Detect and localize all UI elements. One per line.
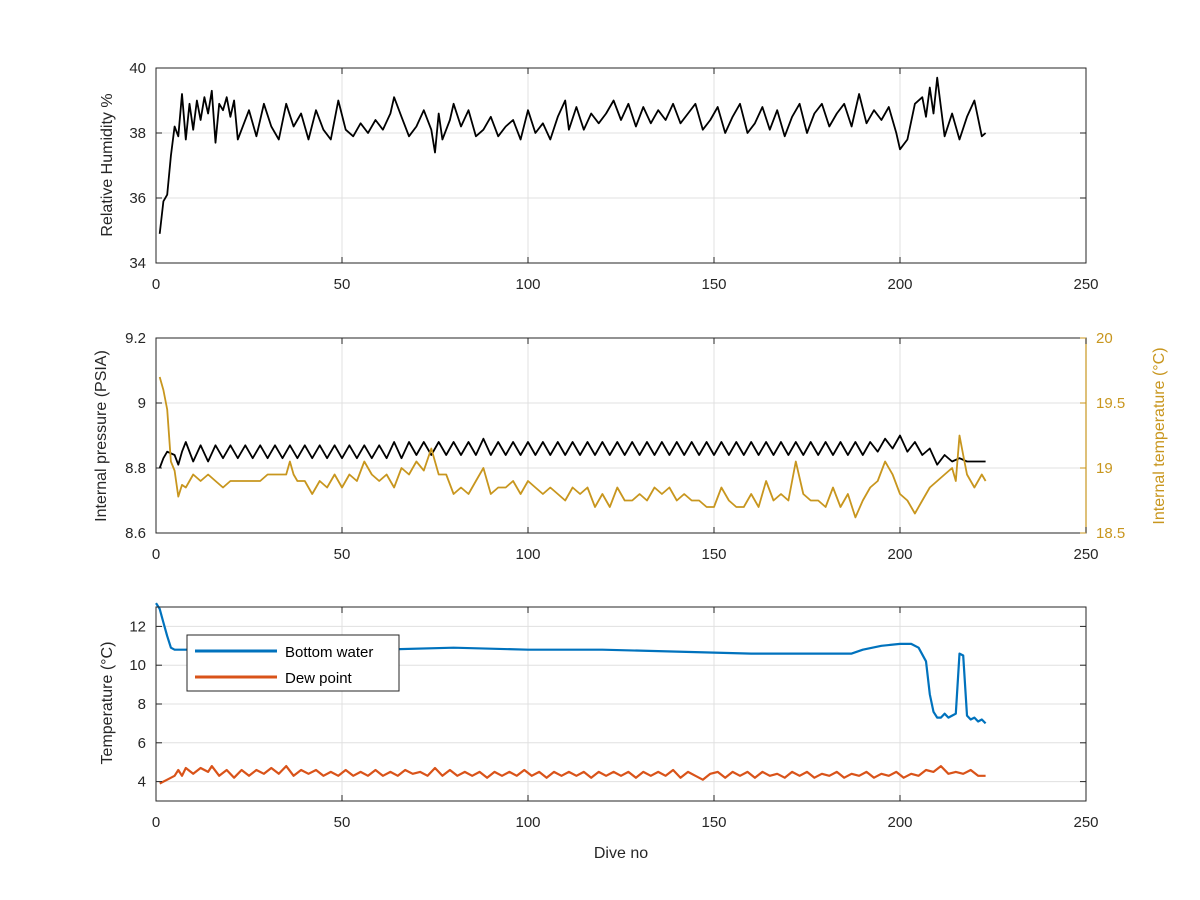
temperature-ytick-label: 4 [138,774,146,791]
temperature-ylabel: Temperature (°C) [99,642,116,765]
pressure-xtick-label: 150 [701,546,726,563]
humidity-plot-area [156,68,1086,263]
legend-box [186,634,400,692]
legend-label-bottom-water: Bottom water [285,644,373,661]
pressure-y2tick-label: 20 [1096,330,1113,347]
pressure-xtick-label: 250 [1073,546,1098,563]
humidity-xtick-label: 100 [515,276,540,293]
temperature-y2label: Internal temperature (°C) [1151,347,1168,524]
humidity-xtick-label: 50 [334,276,351,293]
pressure-xtick-label: 100 [515,546,540,563]
pressure-ylabel: Internal pressure (PSIA) [93,350,110,522]
temperature-xtick-label: 100 [515,814,540,831]
pressure-ytick-label: 9.2 [125,330,146,347]
dew-point-series-line [159,765,986,785]
humidity-series-line [158,76,987,234]
humidity-axes-box [155,67,1087,264]
pressure-axes-frame [155,337,1087,534]
humidity-xtick-label: 150 [701,276,726,293]
temperature-xtick-label: 0 [152,814,160,831]
humidity-ytick-label: 36 [129,190,146,207]
temperature-ytick-label: 6 [138,735,146,752]
humidity-axes-frame [155,67,1087,264]
pressure-lines [158,376,987,519]
legend: Bottom water Dew point [186,634,400,692]
pressure-plot-area [156,338,1086,533]
pressure-ytick-label: 9 [138,395,146,412]
temperature-ytick-label: 8 [138,696,146,713]
humidity-xtick-label: 200 [887,276,912,293]
humidity-grid [155,67,1087,264]
temperature-xtick-label: 50 [334,814,351,831]
humidity-xtick-label: 0 [152,276,160,293]
pressure-grid [155,337,1087,534]
pressure-xtick-label: 50 [334,546,351,563]
internal-temperature-series-line [158,376,987,519]
humidity-lines [158,76,987,234]
pressure-y2tick-label: 19.5 [1096,395,1125,412]
humidity-ylabel: Relative Humidity % [99,93,116,236]
temperature-ticks: 0 50 100 150 200 250 4 6 8 10 12 [129,607,1099,831]
pressure-ticks: 0 50 100 150 200 250 8.6 8.8 9 9.2 18.5 19 19.5 20 [125,330,1125,563]
humidity-ticks: 0 50 100 150 200 250 34 36 38 40 [129,60,1098,293]
temperature-xtick-label: 200 [887,814,912,831]
humidity-panel: 0 50 100 150 200 250 34 36 38 40 Relative Humidit… [99,60,1099,293]
legend-label-dew-point: Dew point [285,670,353,687]
humidity-xtick-label: 250 [1073,276,1098,293]
pressure-ytick-label: 8.6 [125,525,146,542]
pressure-y2tick-label: 19 [1096,460,1113,477]
temperature-ytick-label: 12 [129,618,146,635]
humidity-ytick-label: 40 [129,60,146,77]
pressure-ytick-label: 8.8 [125,460,146,477]
temperature-xtick-label: 250 [1073,814,1098,831]
pressure-xtick-label: 0 [152,546,160,563]
humidity-ytick-label: 38 [129,125,146,142]
pressure-y2tick-label: 18.5 [1096,525,1125,542]
humidity-ytick-label: 34 [129,255,146,272]
dive-xlabel: Dive no [594,845,648,862]
pressure-xtick-label: 200 [887,546,912,563]
temperature-ytick-label: 10 [129,657,146,674]
temperature-xtick-label: 150 [701,814,726,831]
pressure-series-line [158,434,986,469]
pressure-panel: 0 50 100 150 200 250 8.6 8.8 9 9.2 18.5 19 19.5 20 In… [93,330,1168,563]
